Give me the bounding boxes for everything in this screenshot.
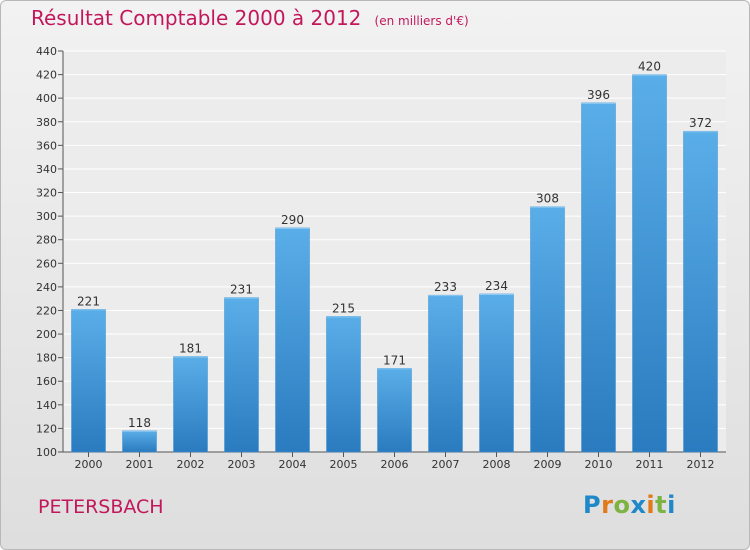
place-name: PETERSBACH	[38, 496, 164, 518]
bars	[71, 74, 718, 453]
logo-letter: o	[613, 491, 631, 519]
y-tick-label: 420	[36, 69, 57, 82]
y-tick-label: 280	[36, 234, 57, 247]
x-tick-label-2005: 2005	[330, 458, 358, 471]
y-tick-label: 400	[36, 92, 57, 105]
y-tick-label: 120	[36, 422, 57, 435]
value-label-2009: 308	[536, 192, 559, 206]
x-tick-label-2012: 2012	[687, 458, 715, 471]
bar-2010	[581, 102, 616, 453]
bar-2006	[377, 368, 412, 453]
value-label-2005: 215	[332, 301, 355, 315]
y-tick-label: 240	[36, 281, 57, 294]
x-tick-label-2006: 2006	[381, 458, 409, 471]
value-label-2010: 396	[587, 88, 610, 102]
y-tick-label: 220	[36, 304, 57, 317]
labels: 100 120 140 160 180 200 220 240 260 280 300 320 340 3…	[36, 45, 715, 471]
logo-letter: t	[655, 491, 668, 519]
chart-title: Résultat Comptable 2000 à 2012	[31, 6, 362, 30]
bar-2012	[683, 130, 718, 453]
bar-2009	[530, 206, 565, 453]
bar-2008	[479, 293, 514, 453]
logo-letter: x	[630, 491, 647, 519]
y-tick-label: 360	[36, 139, 57, 152]
proxiti-logo: Proxiti	[583, 491, 676, 519]
y-tick-label: 200	[36, 328, 57, 341]
value-label-2003: 231	[230, 282, 253, 296]
bar-2011	[632, 74, 667, 453]
logo-letter: i	[667, 491, 676, 519]
y-tick-label: 340	[36, 163, 57, 176]
bar-2005	[326, 316, 361, 453]
value-label-2004: 290	[281, 213, 304, 227]
x-tick-label-2007: 2007	[432, 458, 460, 471]
bar-2001	[122, 430, 157, 453]
bar-2003	[224, 297, 259, 453]
x-tick-label-2003: 2003	[228, 458, 256, 471]
y-tick-label: 100	[36, 446, 57, 459]
bar-2000	[71, 309, 106, 453]
value-label-2000: 221	[77, 294, 100, 308]
value-label-2011: 420	[638, 60, 661, 74]
logo-letter: i	[646, 491, 656, 519]
x-tick-label-2011: 2011	[636, 458, 664, 471]
value-label-2006: 171	[383, 353, 406, 367]
logo-letter: P	[583, 491, 602, 519]
y-tick-label: 380	[36, 116, 57, 129]
y-tick-label: 140	[36, 399, 57, 412]
y-tick-label: 440	[36, 45, 57, 58]
x-tick-label-2009: 2009	[534, 458, 562, 471]
x-tick-label-2008: 2008	[483, 458, 511, 471]
y-tick-label: 180	[36, 352, 57, 365]
y-tick-label: 300	[36, 210, 57, 223]
value-label-2001: 118	[128, 416, 151, 430]
x-tick-label-2010: 2010	[585, 458, 613, 471]
value-label-2007: 233	[434, 280, 457, 294]
x-tick-label-2001: 2001	[126, 458, 154, 471]
logo-letter: r	[601, 491, 614, 519]
x-tick-label-2000: 2000	[75, 458, 103, 471]
x-tick-label-2002: 2002	[177, 458, 205, 471]
value-label-2008: 234	[485, 279, 508, 293]
bar-2004	[275, 227, 310, 453]
y-tick-label: 160	[36, 375, 57, 388]
bar-2002	[173, 356, 208, 453]
chart-subtitle: (en milliers d'€)	[374, 14, 469, 28]
y-tick-label: 320	[36, 187, 57, 200]
value-label-2012: 372	[689, 116, 712, 130]
value-label-2002: 181	[179, 341, 202, 355]
x-tick-label-2004: 2004	[279, 458, 307, 471]
bar-2007	[428, 294, 463, 453]
title-block: Résultat Comptable 2000 à 2012 (en milli…	[31, 6, 469, 30]
y-tick-label: 260	[36, 257, 57, 270]
